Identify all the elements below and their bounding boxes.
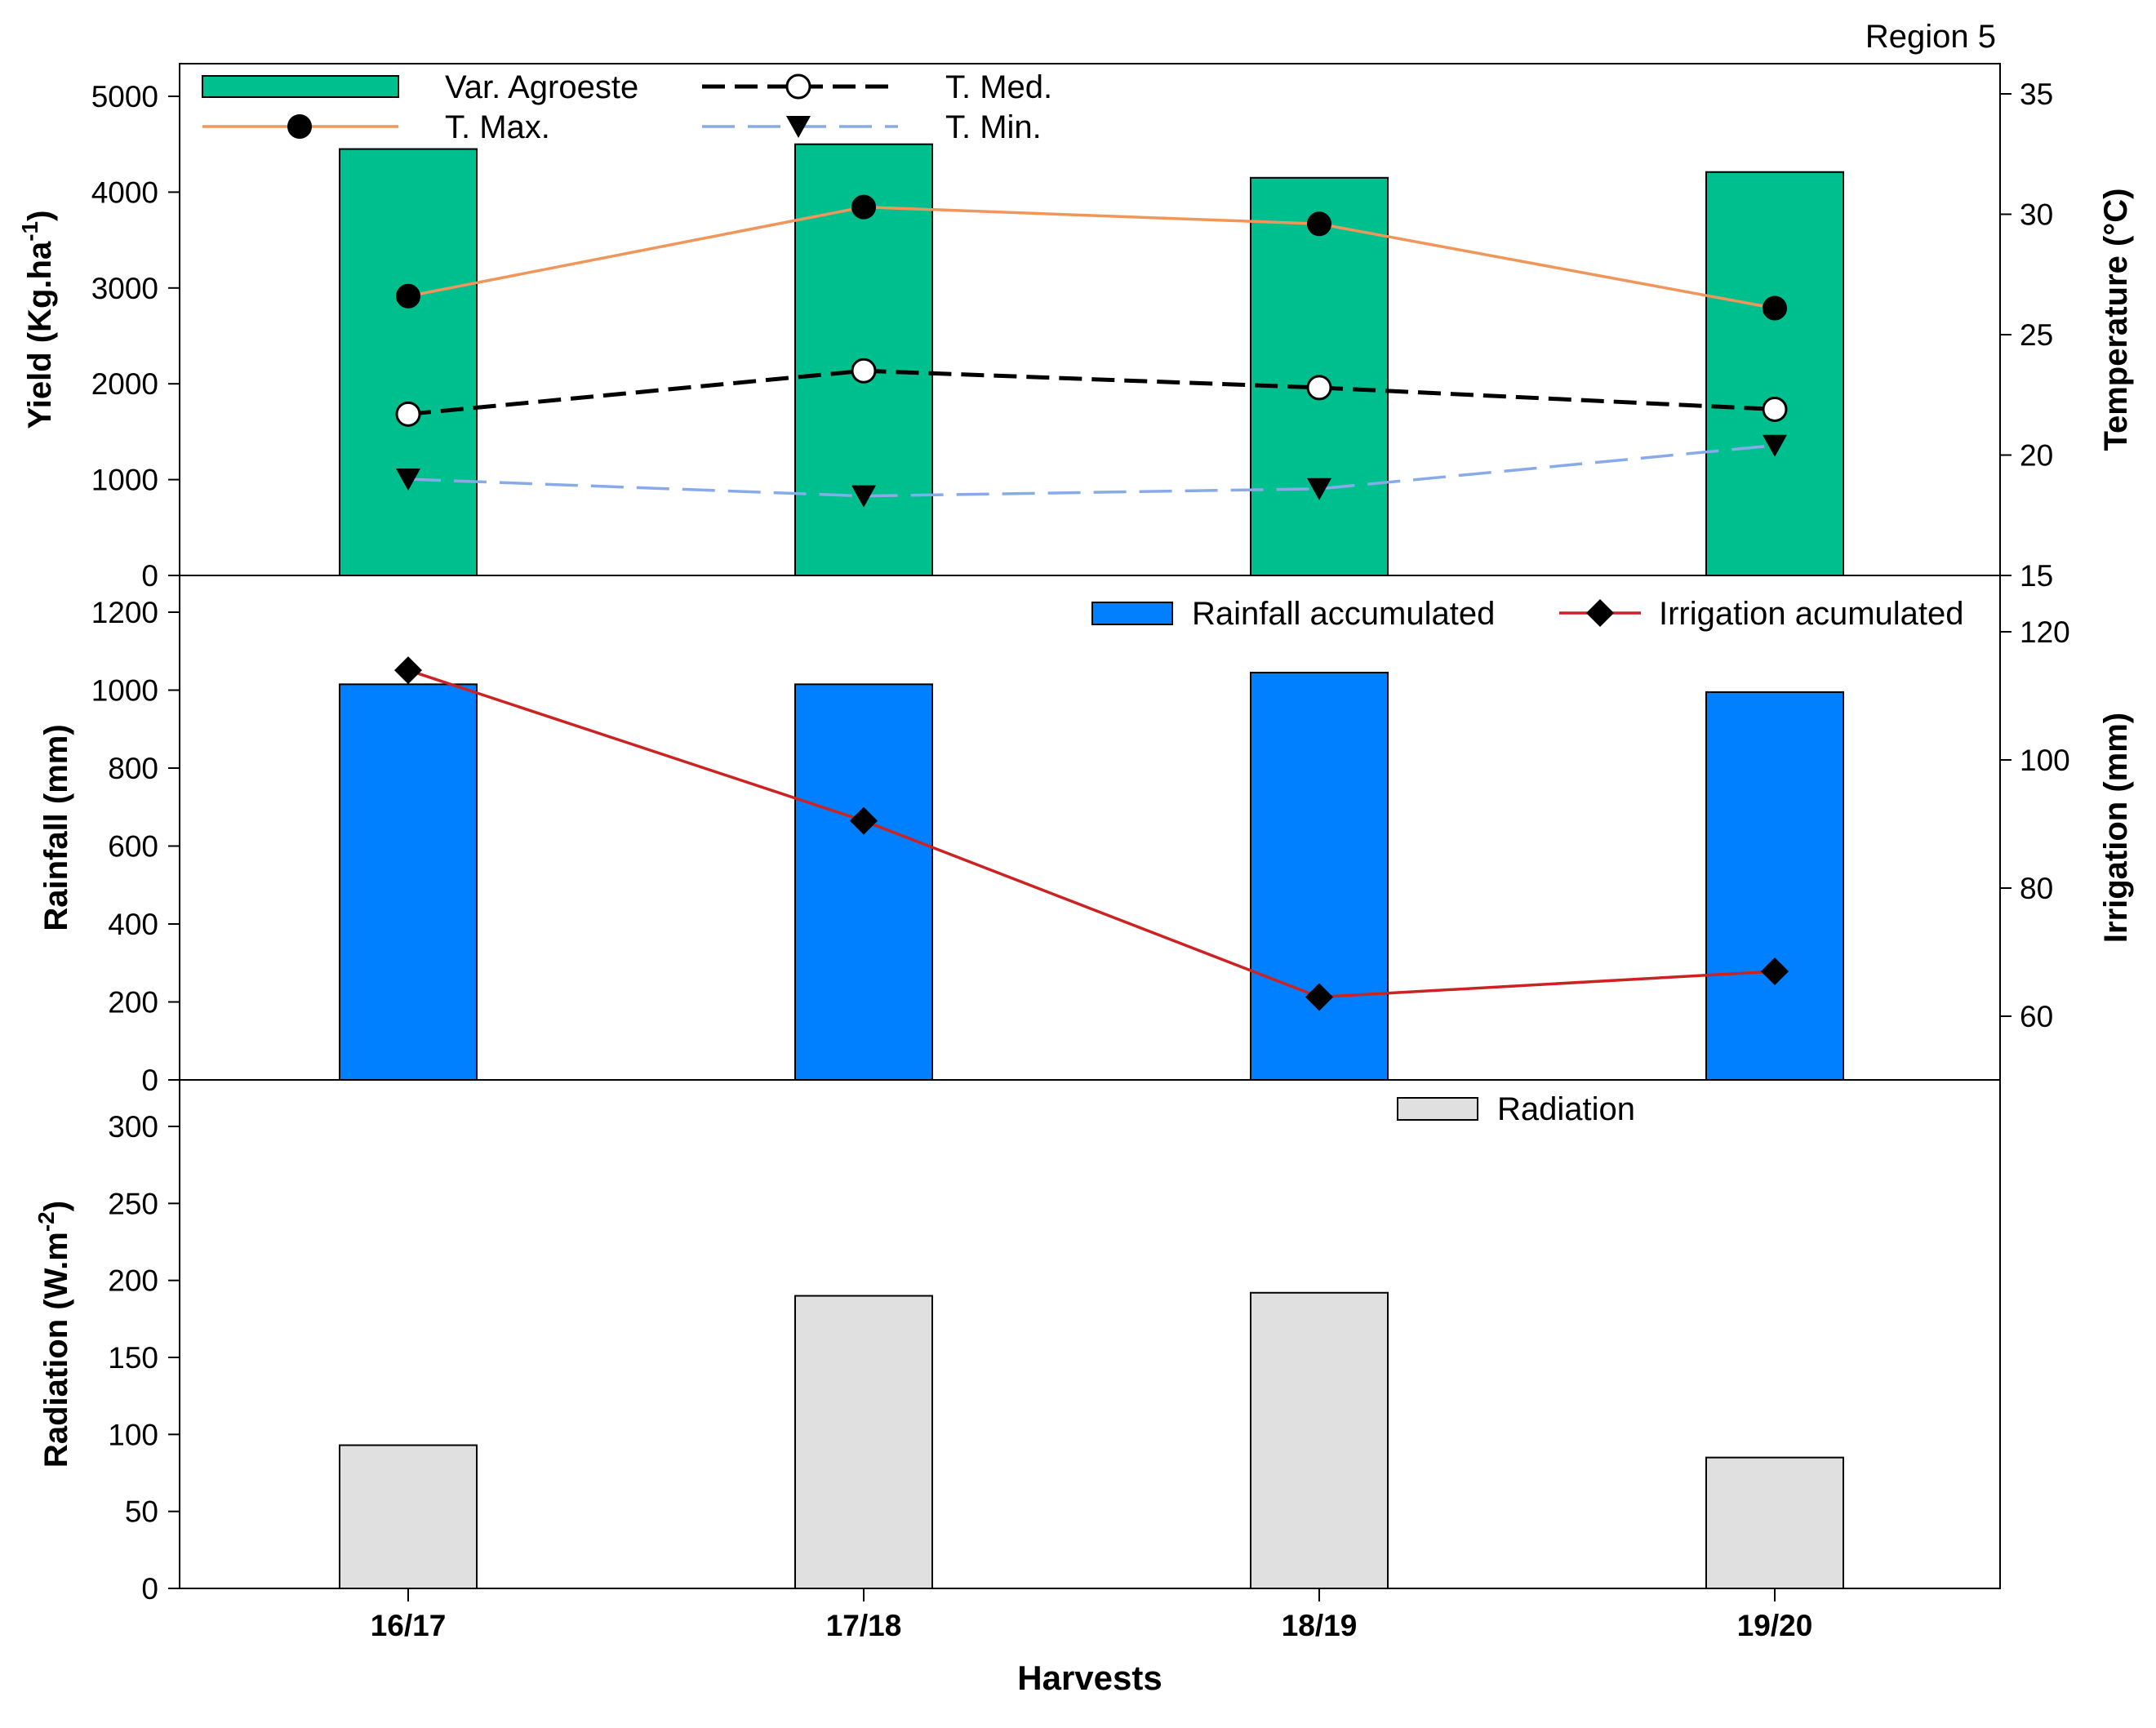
bar-17/18 xyxy=(794,1295,933,1589)
series-line-irrigation-acumulated xyxy=(407,669,1776,999)
series-line-t-min- xyxy=(407,443,1776,498)
y-right-tick-label: 60 xyxy=(2020,1000,2053,1033)
marker-17/18 xyxy=(851,485,876,508)
y-left-tick-label: 0 xyxy=(141,559,158,593)
marker-18/19 xyxy=(1307,478,1331,500)
marker-16/17 xyxy=(396,469,420,491)
plot-frame xyxy=(179,1079,2001,1589)
legend-label: Radiation xyxy=(1497,1091,1635,1127)
y-right-axis-label: Temperature (°C) xyxy=(2098,189,2134,451)
bar-17/18 xyxy=(794,683,933,1082)
y-left-tick-label: 150 xyxy=(108,1341,158,1375)
marker-19/20 xyxy=(1762,396,1788,422)
series-line-t-max- xyxy=(407,205,1776,310)
marker-19/20 xyxy=(1763,434,1787,457)
y-left-tick-label: 1000 xyxy=(91,674,158,708)
legend-label: T. Min. xyxy=(945,109,1042,145)
marker-16/17 xyxy=(395,401,421,427)
marker-16/17 xyxy=(394,656,422,685)
bar-18/19 xyxy=(1250,672,1389,1081)
y-left-tick-label: 1200 xyxy=(91,596,158,629)
y-left-tick-label: 200 xyxy=(108,1264,158,1298)
bar-16/17 xyxy=(339,1444,478,1590)
region-label: Region 5 xyxy=(1865,19,1996,55)
marker-19/20 xyxy=(1763,295,1787,321)
x-tick-label: 18/19 xyxy=(1282,1609,1358,1642)
legend-label: Var. Agroeste xyxy=(445,69,638,105)
y-left-axis-label: Yield (Kg.ha-1) xyxy=(17,211,58,429)
x-axis-label: Harvests xyxy=(1017,1659,1162,1697)
y-left-tick-label: 600 xyxy=(108,830,158,864)
y-left-tick-label: 300 xyxy=(108,1110,158,1144)
y-right-tick-label: 100 xyxy=(2020,744,2070,777)
bar-16/17 xyxy=(339,683,478,1082)
marker-18/19 xyxy=(1307,211,1331,237)
marker-16/17 xyxy=(396,283,420,309)
bar-16/17 xyxy=(339,148,478,576)
y-left-tick-label: 250 xyxy=(108,1187,158,1220)
bar-19/20 xyxy=(1705,691,1844,1081)
marker-19/20 xyxy=(1761,957,1789,986)
y-left-tick-label: 100 xyxy=(108,1418,158,1451)
y-left-tick-label: 4000 xyxy=(91,175,158,209)
y-left-tick-label: 400 xyxy=(108,908,158,941)
legend-swatch-radiation xyxy=(1397,1097,1478,1121)
y-right-tick-label: 25 xyxy=(2020,318,2053,352)
marker-17/18 xyxy=(851,358,877,384)
y-right-tick-label: 80 xyxy=(2020,872,2053,905)
y-left-tick-label: 0 xyxy=(141,1572,158,1606)
y-left-tick-label: 1000 xyxy=(91,464,158,497)
y-left-tick-label: 200 xyxy=(108,986,158,1019)
x-axis: 16/17 17/18 18/19 19/20 xyxy=(371,1588,1813,1642)
series-line-t-med- xyxy=(407,368,1776,416)
legend-label: Irrigation acumulated xyxy=(1659,596,1964,632)
x-tick-label: 17/18 xyxy=(826,1609,902,1642)
legend-label: T. Med. xyxy=(945,69,1052,105)
legend-marker-tmin xyxy=(786,116,811,138)
y-left-tick-label: 5000 xyxy=(91,80,158,113)
y-right-tick-label: 20 xyxy=(2020,439,2053,473)
y-right-tick-label: 120 xyxy=(2020,615,2070,649)
x-tick-label: 19/20 xyxy=(1737,1609,1813,1642)
legend-swatch-rainfall xyxy=(1091,602,1173,625)
y-left-tick-label: 2000 xyxy=(91,367,158,401)
legend-swatch-yield xyxy=(202,75,399,98)
y-right-tick-label: 35 xyxy=(2020,78,2053,111)
marker-17/18 xyxy=(851,194,876,220)
y-left-tick-label: 50 xyxy=(125,1495,158,1529)
x-tick-label: 16/17 xyxy=(371,1609,447,1642)
panel-rainfall-irrigation: 0 200 400 600 800 1000 1200 60 80 100 120 Rainfall … xyxy=(38,575,2134,1097)
panel-yield-temperature: 0 1000 2000 3000 4000 5000 15 20 25 30 35 Yield (Kg… xyxy=(17,63,2134,593)
legend-marker-irrigation xyxy=(1586,599,1614,627)
y-right-axis-label: Irrigation (mm) xyxy=(2098,713,2134,943)
bar-18/19 xyxy=(1250,1291,1389,1589)
marker-17/18 xyxy=(850,806,878,835)
y-left-axis-label: Radiation (W.m-2) xyxy=(33,1201,74,1468)
legend-marker-tmax xyxy=(287,114,312,139)
panel-radiation: 0 50 100 150 200 250 300 Radiation (W.m-2) Radia… xyxy=(33,1079,2001,1606)
marker-18/19 xyxy=(1305,983,1333,1011)
y-left-tick-label: 0 xyxy=(141,1064,158,1097)
y-right-tick-label: 15 xyxy=(2020,559,2053,593)
y-left-tick-label: 3000 xyxy=(91,272,158,305)
legend-label: Rainfall accumulated xyxy=(1192,596,1495,632)
bar-19/20 xyxy=(1705,1456,1844,1589)
y-left-tick-label: 800 xyxy=(108,752,158,785)
y-left-axis-label: Rainfall (mm) xyxy=(38,724,74,931)
marker-18/19 xyxy=(1306,375,1332,401)
bar-19/20 xyxy=(1705,171,1844,576)
y-right-tick-label: 30 xyxy=(2020,198,2053,232)
legend-marker-tmed xyxy=(785,73,811,100)
legend-label: T. Max. xyxy=(445,109,550,145)
